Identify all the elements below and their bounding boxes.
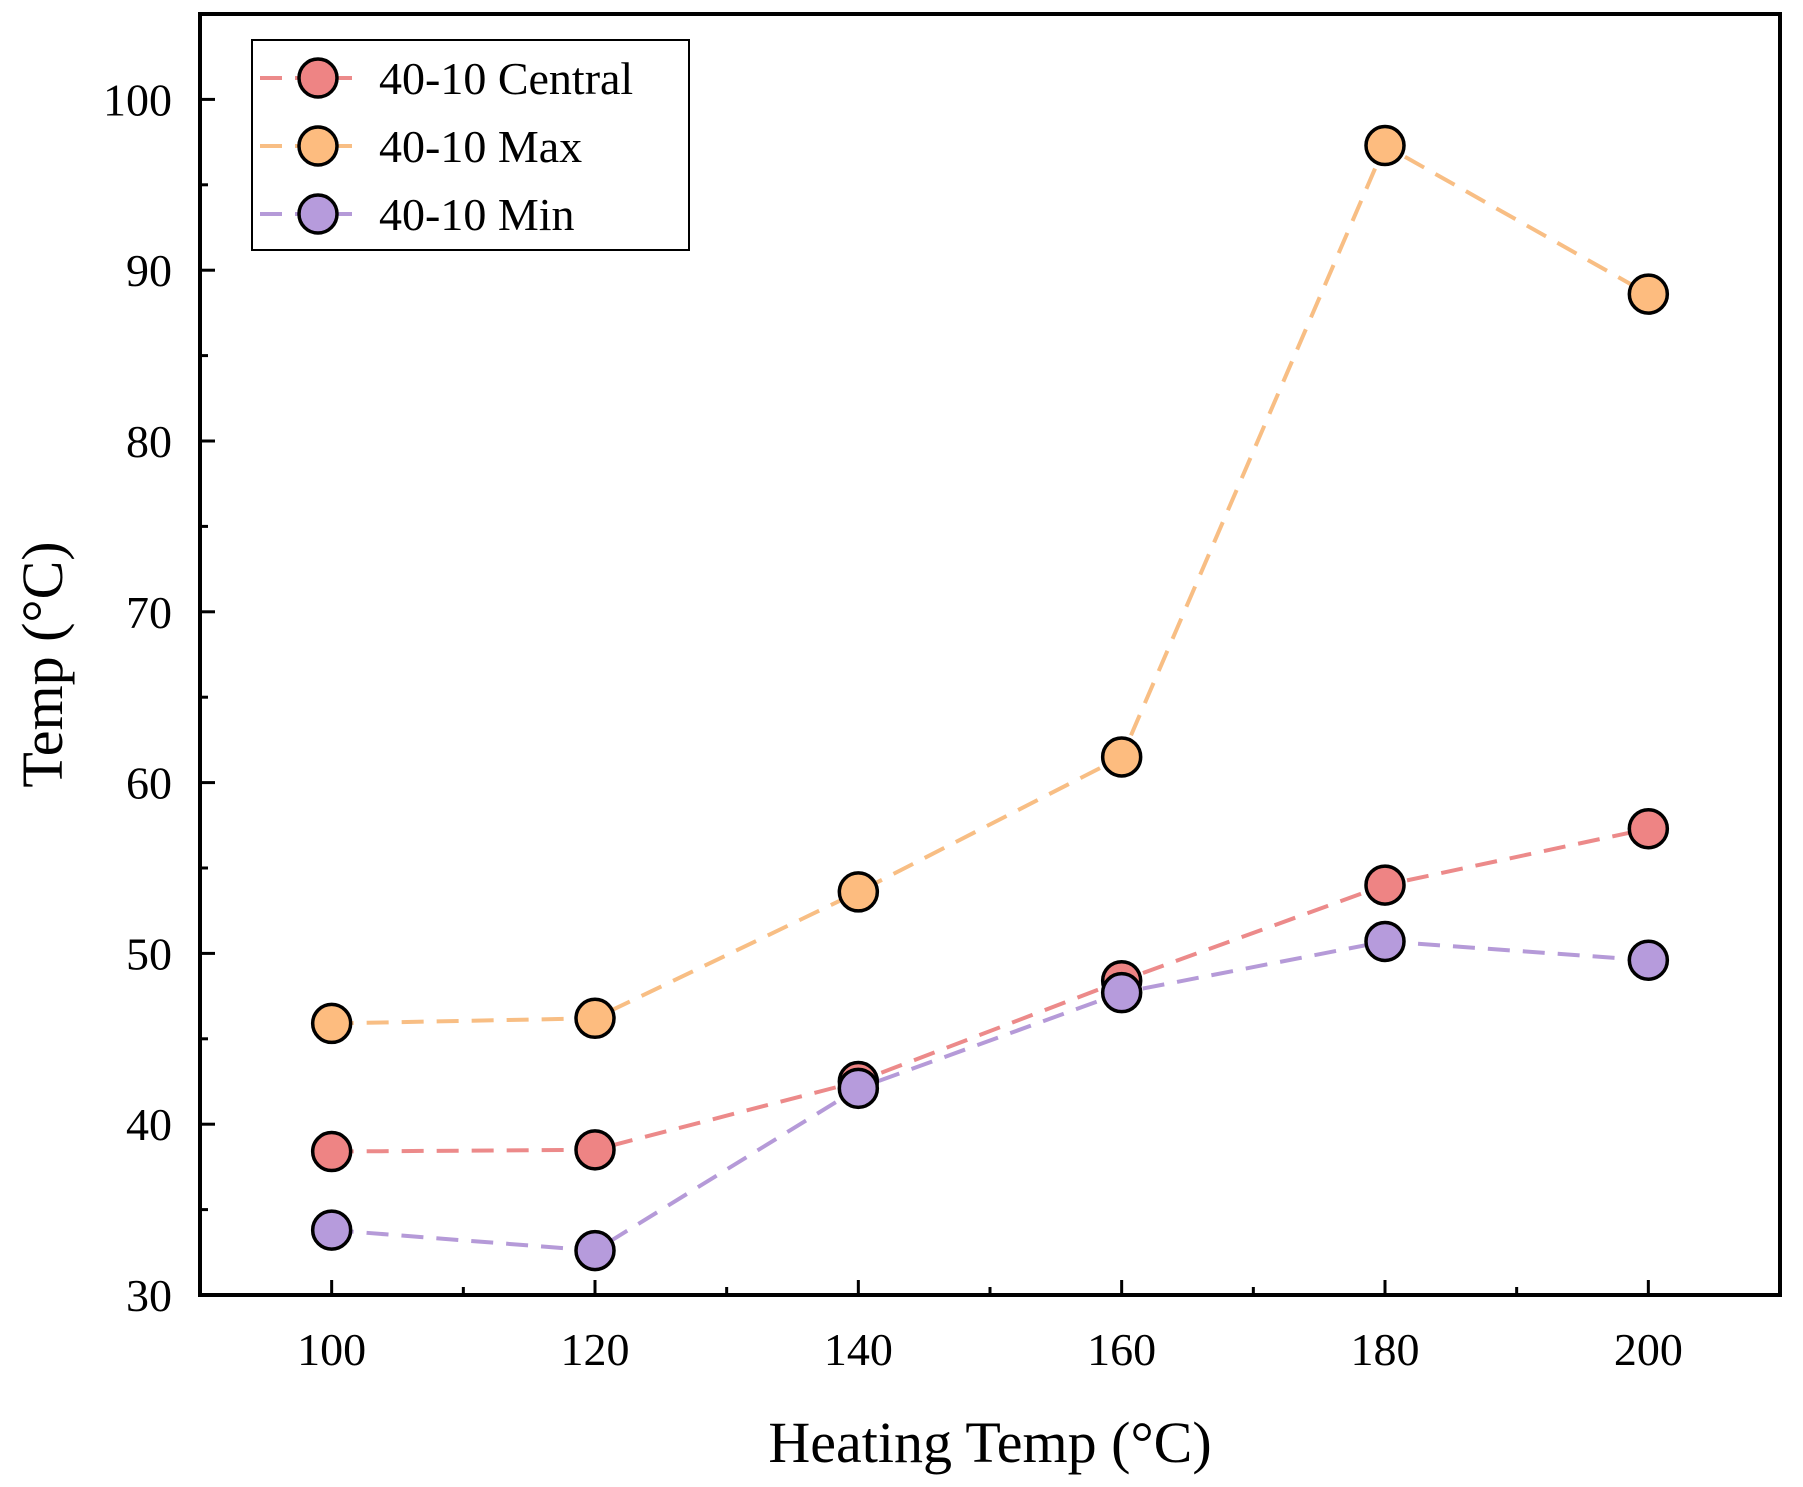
series-line-3 xyxy=(331,939,1649,1253)
x-tick-label: 120 xyxy=(561,1324,630,1375)
x-tick-label: 140 xyxy=(824,1324,893,1375)
series-2-point xyxy=(574,997,616,1040)
series-1-point xyxy=(574,1129,616,1171)
series-1-point xyxy=(1364,864,1406,906)
series-3-point xyxy=(574,1229,616,1272)
series-line-1 xyxy=(331,826,1649,1154)
series-3-point xyxy=(1364,920,1406,963)
y-tick-label: 60 xyxy=(126,758,172,809)
series-2-point xyxy=(837,871,880,913)
x-axis-title: Heating Temp (°C) xyxy=(768,1410,1211,1475)
series-line-2 xyxy=(331,142,1650,1026)
y-tick-label: 100 xyxy=(103,74,172,125)
series-2-point xyxy=(310,1002,353,1045)
x-tick-label: 100 xyxy=(297,1324,366,1375)
series-3-point xyxy=(1627,939,1670,981)
legend-label-3: 40-10 Min xyxy=(379,189,575,240)
legend-label-1: 40-10 Central xyxy=(379,53,633,104)
y-tick-label: 40 xyxy=(126,1099,172,1150)
series-2-point xyxy=(1100,736,1143,778)
series-3-point xyxy=(837,1067,880,1110)
y-tick-label: 70 xyxy=(126,587,172,638)
series-1-point xyxy=(310,1130,353,1173)
y-tick-label: 90 xyxy=(126,245,172,296)
y-tick-label: 50 xyxy=(126,928,172,979)
series-2-point xyxy=(1364,124,1406,167)
legend-marker-3 xyxy=(297,193,339,235)
x-tick-label: 200 xyxy=(1614,1324,1683,1375)
series-2-point xyxy=(1627,273,1670,315)
legend-marker-2 xyxy=(297,125,339,167)
series-layer xyxy=(310,124,1670,1272)
ticks-layer: 100 120 140 160 180 200 30 40 50 60 70 80 90 100 xyxy=(103,74,1683,1375)
legend-marker-1 xyxy=(297,57,339,99)
legend-label-2: 40-10 Max xyxy=(379,121,582,172)
x-tick-label: 180 xyxy=(1351,1324,1420,1375)
series-3-point xyxy=(1100,971,1143,1014)
y-axis-title: Temp (°C) xyxy=(10,541,75,787)
x-tick-label: 160 xyxy=(1087,1324,1156,1375)
y-tick-label: 30 xyxy=(126,1270,172,1321)
series-3-point xyxy=(310,1209,353,1251)
legend: 40-10 Central 40-10 Max 40-10 Min xyxy=(251,39,690,251)
y-tick-label: 80 xyxy=(126,416,172,467)
series-1-point xyxy=(1627,807,1670,850)
